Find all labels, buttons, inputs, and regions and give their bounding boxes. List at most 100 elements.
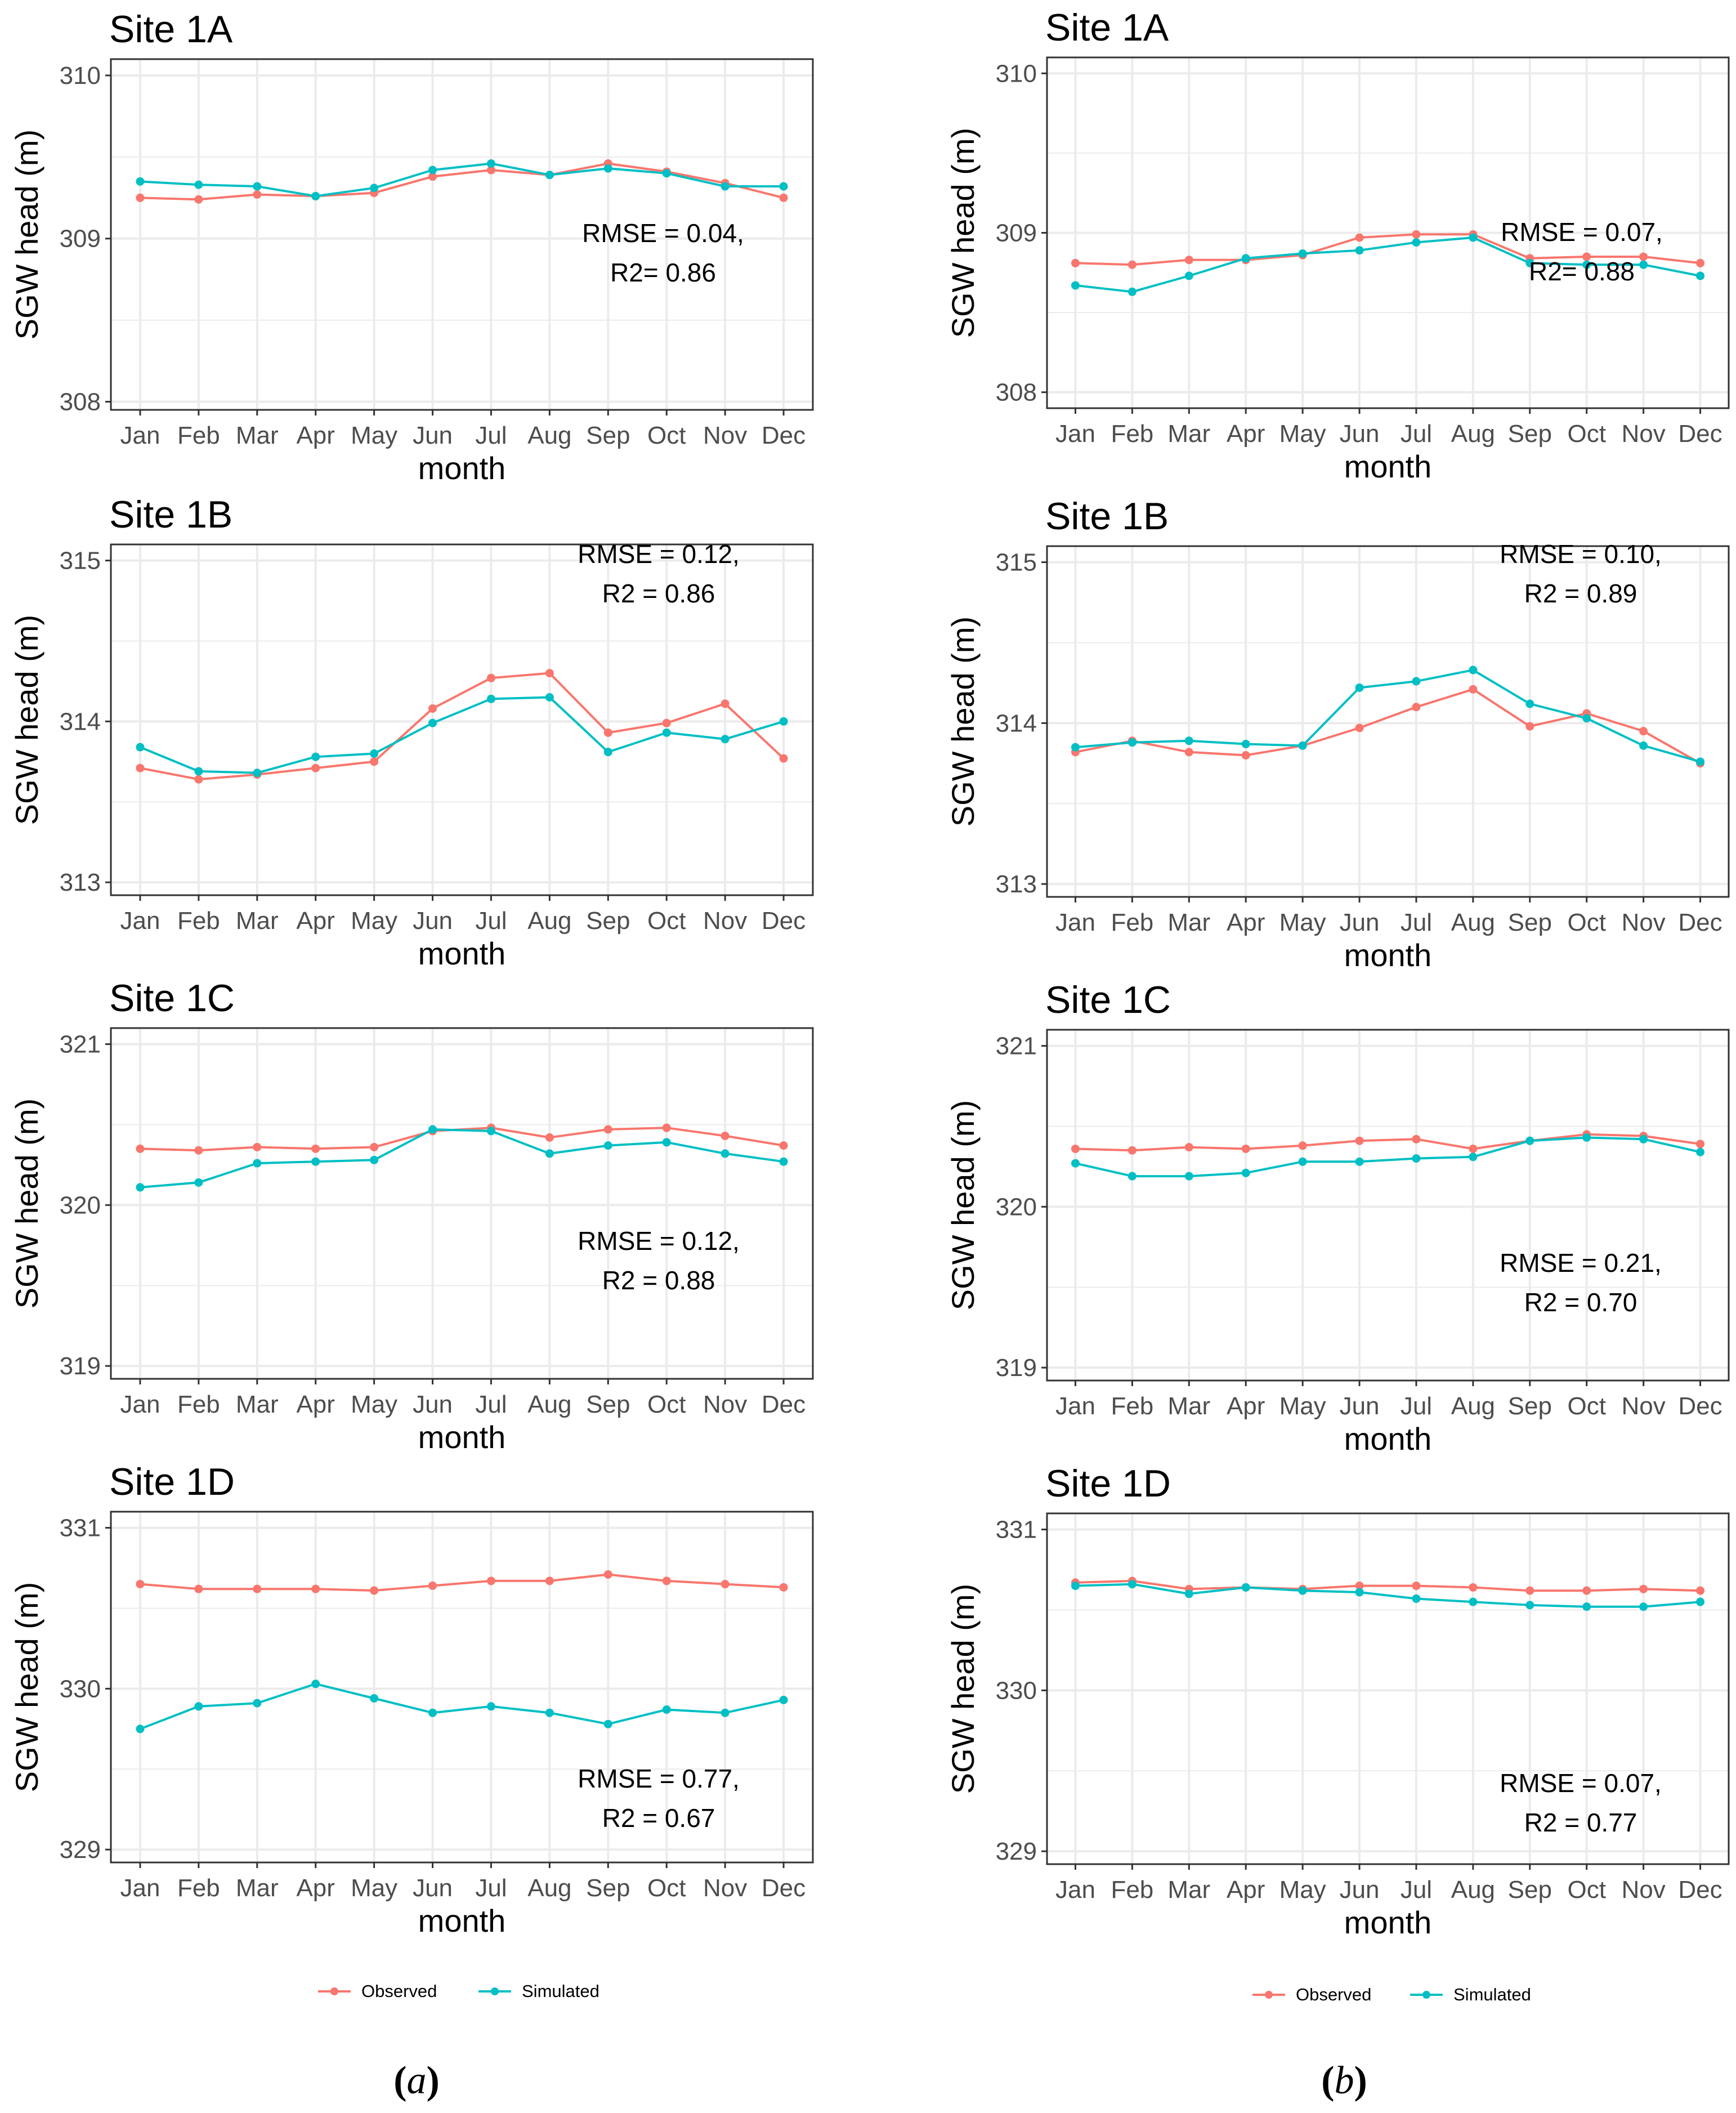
data-point-simulated: [721, 1149, 730, 1158]
data-point-observed: [1582, 1586, 1591, 1595]
data-point-simulated: [253, 1159, 262, 1168]
x-tick-label: Dec: [762, 422, 806, 449]
x-tick-label: Aug: [527, 422, 571, 449]
x-tick-label: Jul: [1401, 420, 1432, 448]
y-tick-label: 320: [60, 1191, 101, 1219]
x-tick-label: Feb: [177, 422, 220, 449]
y-tick-label: 315: [996, 549, 1037, 577]
x-axis-label: month: [1344, 1905, 1432, 1940]
data-point-observed: [311, 763, 320, 772]
data-point-simulated: [370, 1155, 379, 1164]
data-point-simulated: [1525, 1136, 1534, 1145]
legend-observed-marker: [1265, 1991, 1273, 1999]
x-tick-label: Jan: [1055, 420, 1095, 448]
data-point-observed: [486, 166, 495, 175]
x-tick-label: Mar: [236, 1874, 279, 1902]
data-point-observed: [1696, 258, 1705, 267]
stats-annotation-line: R2 = 0.77: [1524, 1808, 1637, 1837]
stats-annotation-line: RMSE = 0.12,: [578, 539, 740, 569]
data-point-observed: [1355, 1582, 1364, 1591]
data-point-simulated: [662, 1705, 671, 1714]
chart-title: Site 1B: [109, 493, 232, 536]
x-tick-label: May: [1279, 420, 1326, 448]
data-point-simulated: [428, 166, 437, 175]
data-point-simulated: [486, 1702, 495, 1711]
data-point-simulated: [1127, 1580, 1137, 1589]
series-line-observed: [140, 672, 785, 781]
data-point-observed: [779, 193, 788, 202]
x-tick-label: Feb: [177, 907, 220, 935]
data-point-observed: [1355, 233, 1364, 242]
chart-panel-a-3: 319 320 321 Jan Feb Mar Apr May Jun Jul Aug Sep Oct N…: [9, 977, 814, 1455]
data-point-observed: [428, 172, 437, 181]
y-axis-label: SGW head (m): [945, 1584, 981, 1794]
column-label-b-letter: b: [1335, 2059, 1354, 2102]
x-tick-label: Feb: [1111, 420, 1153, 448]
chart-panel-a-1: 308 309 310 Jan Feb Mar Apr May Jun Jul Aug Sep Oct N…: [9, 8, 814, 486]
x-tick-label: May: [1279, 1876, 1326, 1904]
data-point-simulated: [428, 1708, 437, 1717]
y-tick-label: 319: [996, 1354, 1037, 1382]
data-point-observed: [136, 1144, 145, 1153]
data-point-observed: [662, 1123, 671, 1132]
data-point-simulated: [1696, 271, 1705, 280]
x-tick-label: Jan: [120, 907, 160, 935]
data-point-observed: [603, 728, 612, 737]
data-point-simulated: [1525, 699, 1534, 708]
data-point-simulated: [1298, 249, 1307, 258]
chart-title: Site 1A: [109, 8, 233, 51]
x-tick-label: Dec: [1678, 1876, 1722, 1904]
data-point-simulated: [253, 182, 262, 191]
data-point-observed: [253, 1584, 262, 1593]
data-point-simulated: [1071, 743, 1080, 752]
data-point-simulated: [603, 164, 612, 173]
data-point-observed: [136, 193, 145, 202]
data-point-observed: [1184, 748, 1193, 757]
data-point-observed: [662, 718, 671, 727]
chart-panel-a-4: 329 330 331 Jan Feb Mar Apr May Jun Jul Aug Sep Oct N…: [9, 1460, 814, 1938]
data-point-observed: [1355, 723, 1364, 732]
data-point-observed: [1639, 252, 1648, 261]
data-point-simulated: [545, 1708, 554, 1717]
series-line-simulated: [140, 162, 784, 198]
data-point-observed: [1412, 230, 1421, 239]
series-line-observed: [1075, 233, 1701, 266]
stats-annotation-line: R2= 0.88: [1529, 257, 1635, 286]
data-point-observed: [603, 1570, 612, 1579]
y-axis-label: SGW head (m): [9, 1582, 44, 1792]
stats-annotation-line: R2 = 0.88: [602, 1266, 715, 1295]
data-point-observed: [545, 1133, 554, 1142]
x-tick-label: Nov: [1622, 1392, 1666, 1420]
x-tick-label: Jan: [120, 422, 160, 449]
legend-a: Observed Simulated: [318, 1981, 599, 2001]
x-tick-label: Oct: [1567, 420, 1605, 448]
x-tick-label: Apr: [1227, 1392, 1265, 1420]
plot-area: [111, 544, 813, 895]
x-tick-label: Feb: [177, 1391, 220, 1418]
x-tick-label: Sep: [586, 907, 630, 935]
x-tick-label: Jan: [1055, 1392, 1095, 1420]
series-line-observed: [140, 1573, 784, 1592]
data-point-simulated: [1412, 238, 1421, 247]
data-point-observed: [721, 1580, 730, 1589]
plot-area: [111, 59, 813, 410]
x-tick-label: Mar: [1167, 909, 1210, 936]
data-point-simulated: [1071, 1159, 1080, 1168]
y-tick-label: 321: [996, 1033, 1037, 1060]
data-point-simulated: [1127, 287, 1137, 296]
column-label-a: (a): [393, 2059, 440, 2102]
data-point-simulated: [1639, 260, 1648, 269]
data-point-simulated: [545, 171, 554, 180]
series-line-simulated: [1075, 1136, 1701, 1178]
chart-title: Site 1B: [1045, 495, 1169, 538]
x-tick-label: Jan: [120, 1874, 160, 1902]
x-tick-label: May: [351, 907, 397, 935]
data-point-simulated: [1184, 1589, 1193, 1598]
data-point-simulated: [136, 1183, 145, 1192]
panel-border: [1046, 545, 1730, 898]
x-tick-label: Aug: [527, 1391, 571, 1418]
y-tick-label: 308: [996, 379, 1037, 406]
data-point-simulated: [311, 191, 320, 200]
x-axis-label: month: [418, 450, 506, 486]
x-tick-label: Mar: [1167, 1392, 1210, 1420]
